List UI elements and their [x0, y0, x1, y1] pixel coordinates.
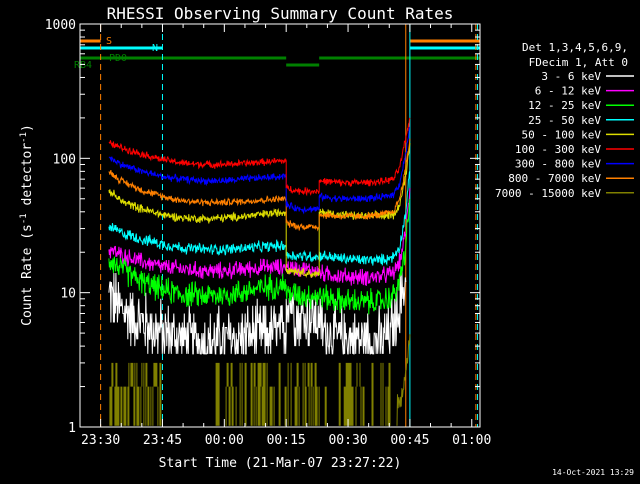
flag-label-rb4: RB4: [74, 60, 92, 71]
y-tick-label: 1000: [45, 18, 76, 33]
generation-timestamp: 14-Oct-2021 13:29: [552, 468, 634, 477]
series-line: [108, 138, 411, 232]
legend-label: 50 - 100 keV: [522, 128, 602, 141]
series-3-6-kev: [108, 268, 407, 355]
series-line: [108, 198, 411, 315]
plot-frame: [79, 23, 481, 428]
series-line: [109, 334, 411, 426]
series-7000-15000-kev: [109, 334, 411, 426]
series-line: [108, 188, 411, 286]
x-tick-label: 00:30: [328, 433, 367, 448]
series-line: [108, 268, 407, 355]
x-tick-label: 00:00: [205, 433, 244, 448]
series-300-800-kev: [108, 126, 411, 215]
series-line: [108, 126, 411, 215]
legend-label: 300 - 800 keV: [515, 158, 601, 171]
series-6-12-kev: [108, 188, 411, 286]
series-12-25-kev: [108, 198, 411, 315]
legend-label: 6 - 12 keV: [535, 85, 602, 98]
x-tick-label: 23:45: [143, 433, 182, 448]
x-tick-label: 01:00: [452, 433, 491, 448]
flag-label-pd0: PD0: [109, 53, 127, 64]
y-axis-label: Count Rate (s-1 detector-1): [19, 124, 35, 326]
y-axis-label-end: ): [20, 124, 35, 132]
legend-header-line-1: Det 1,3,4,5,6,9,: [522, 41, 628, 54]
y-axis-label-sup2: -1: [19, 132, 29, 143]
legend-label: 800 - 7000 keV: [508, 172, 601, 185]
plot-axes: 23:30 23:45 00:00 00:15 00:30 00:45 01:00 1 10 10…: [45, 18, 492, 448]
y-axis-label-mid: detector: [20, 143, 35, 214]
x-tick-label: 23:30: [81, 433, 120, 448]
instrument-flags: S N PD0 RB4: [74, 36, 480, 71]
series-line: [108, 171, 411, 267]
legend-label: 3 - 6 keV: [541, 70, 601, 83]
chart-title: RHESSI Observing Summary Count Rates: [107, 4, 454, 23]
y-axis-label-sup1: -1: [19, 213, 29, 224]
series-800-7000-kev: [108, 138, 411, 232]
x-tick-label: 00:15: [267, 433, 306, 448]
series-layer: [108, 117, 411, 426]
legend: Det 1,3,4,5,6,9, FDecim 1, Att 0 3 - 6 k…: [495, 41, 634, 200]
y-tick-label: 10: [60, 287, 76, 302]
flag-label-s: S: [106, 36, 112, 47]
y-axis-label-main: Count Rate (s: [20, 224, 35, 326]
y-tick-label: 1: [68, 421, 76, 436]
series-25-50-kev: [108, 171, 411, 267]
legend-label: 100 - 300 keV: [515, 143, 601, 156]
legend-header-line-2: FDecim 1, Att 0: [529, 56, 628, 69]
y-tick-label: 100: [53, 152, 76, 167]
legend-label: 7000 - 15000 keV: [495, 187, 601, 200]
x-tick-label: 00:45: [390, 433, 429, 448]
legend-label: 25 - 50 keV: [528, 114, 601, 127]
series-line: [108, 117, 411, 197]
legend-label: 12 - 25 keV: [528, 99, 601, 112]
x-axis-label: Start Time (21-Mar-07 23:27:22): [159, 456, 402, 471]
series-100-300-kev: [108, 117, 411, 197]
flag-label-n: N: [152, 43, 158, 54]
state-marker-lines: [79, 24, 479, 427]
